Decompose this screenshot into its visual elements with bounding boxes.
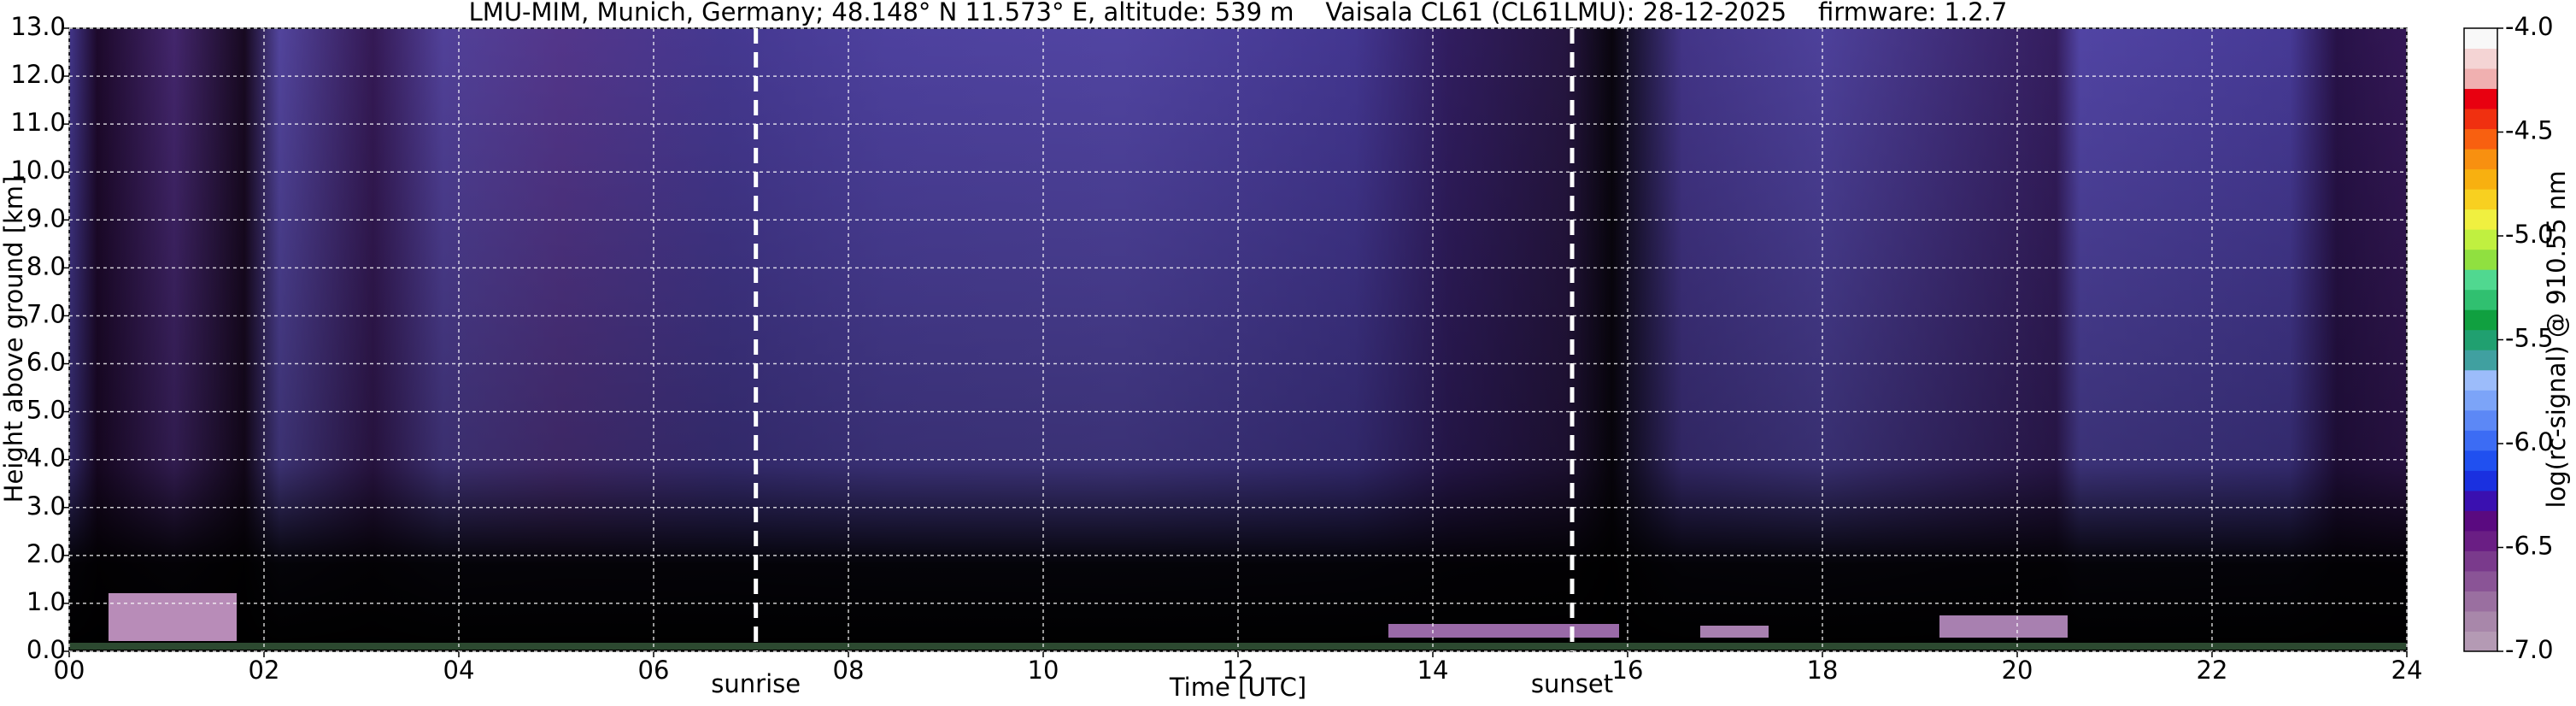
colorbar-swatch	[2464, 350, 2497, 371]
colorbar-swatch	[2464, 610, 2497, 632]
y-tick-label: 4.0	[26, 444, 66, 473]
colorbar-swatch	[2464, 249, 2497, 270]
y-tick-label: 2.0	[26, 539, 66, 568]
colorbar-swatch	[2464, 289, 2497, 310]
y-tick-label: 1.0	[26, 587, 66, 616]
colorbar-swatch	[2464, 189, 2497, 210]
x-tick-label: 24	[2391, 656, 2423, 685]
y-tick-label: 5.0	[26, 396, 66, 425]
y-tick-label: 8.0	[26, 251, 66, 280]
colorbar-swatch	[2464, 510, 2497, 532]
annotation-label: sunrise	[711, 669, 801, 698]
colorbar-swatch	[2464, 128, 2497, 150]
colorbar-swatch	[2464, 269, 2497, 291]
x-tick-label: 06	[638, 656, 670, 685]
colorbar-label: log(rc-signal) @ 910.55 nm	[2542, 170, 2571, 508]
colorbar-swatch	[2464, 28, 2497, 50]
x-tick-label: 20	[2002, 656, 2033, 685]
x-tick-label: 12	[1223, 656, 1254, 685]
chart-title: LMU-MIM, Munich, Germany; 48.148° N 11.5…	[469, 0, 2008, 26]
colorbar-tick-label: -6.0	[2505, 427, 2554, 456]
x-tick-label: 22	[2197, 656, 2228, 685]
cloud-layer	[1939, 615, 2068, 638]
colorbar-swatch	[2464, 550, 2497, 572]
annotation-label: sunset	[1531, 669, 1613, 698]
y-tick-label: 6.0	[26, 348, 66, 377]
colorbar-swatch	[2464, 168, 2497, 190]
x-tick-label: 16	[1612, 656, 1644, 685]
colorbar-swatch	[2464, 470, 2497, 491]
colorbar-tick-label: -5.0	[2505, 220, 2554, 249]
colorbar-swatch	[2464, 450, 2497, 471]
colorbar-tick-label: -5.5	[2505, 324, 2554, 353]
colorbar-swatch	[2464, 88, 2497, 109]
colorbar-swatch	[2464, 109, 2497, 130]
cloud-layer	[1388, 624, 1619, 638]
colorbar-swatch	[2464, 570, 2497, 591]
x-tick-label: 02	[249, 656, 280, 685]
x-tick-label: 08	[833, 656, 865, 685]
colorbar-tick-label: -4.5	[2505, 116, 2554, 145]
colorbar-tick-label: -6.5	[2505, 532, 2554, 561]
colorbar-swatch	[2464, 149, 2497, 170]
x-axis-label: Time [UTC]	[1169, 673, 1306, 702]
colorbar-swatch	[2464, 409, 2497, 431]
x-tick-label: 00	[54, 656, 85, 685]
x-tick-label: 18	[1807, 656, 1839, 685]
colorbar-tick-label: -7.0	[2505, 635, 2554, 664]
x-tick-label: 14	[1417, 656, 1449, 685]
colorbar-swatch	[2464, 48, 2497, 69]
x-tick-label: 10	[1028, 656, 1059, 685]
colorbar-swatch	[2464, 229, 2497, 250]
colorbar-swatch	[2464, 530, 2497, 551]
colorbar-swatch	[2464, 309, 2497, 331]
cloud-layer	[109, 593, 237, 641]
colorbar-swatch	[2464, 68, 2497, 90]
colorbar-swatch	[2464, 390, 2497, 411]
y-tick-label: 9.0	[26, 203, 66, 232]
y-tick-label: 13.0	[10, 12, 66, 41]
colorbar-swatch	[2464, 209, 2497, 230]
colorbar-swatch	[2464, 591, 2497, 612]
colorbar-swatch	[2464, 329, 2497, 350]
colorbar-swatch	[2464, 490, 2497, 511]
y-tick-label: 0.0	[26, 635, 66, 664]
y-tick-label: 3.0	[26, 491, 66, 521]
y-axis-label: Height above ground [km]	[0, 176, 28, 503]
y-tick-label: 7.0	[26, 299, 66, 328]
y-tick-label: 10.0	[10, 156, 66, 185]
colorbar-swatch	[2464, 430, 2497, 451]
y-tick-label: 12.0	[10, 60, 66, 89]
y-tick-label: 11.0	[10, 108, 66, 137]
colorbar-tick-label: -4.0	[2505, 12, 2554, 41]
colorbar-swatch	[2464, 631, 2497, 652]
x-tick-label: 04	[443, 656, 475, 685]
colorbar-swatch	[2464, 369, 2497, 391]
cloud-layer	[1700, 626, 1769, 638]
